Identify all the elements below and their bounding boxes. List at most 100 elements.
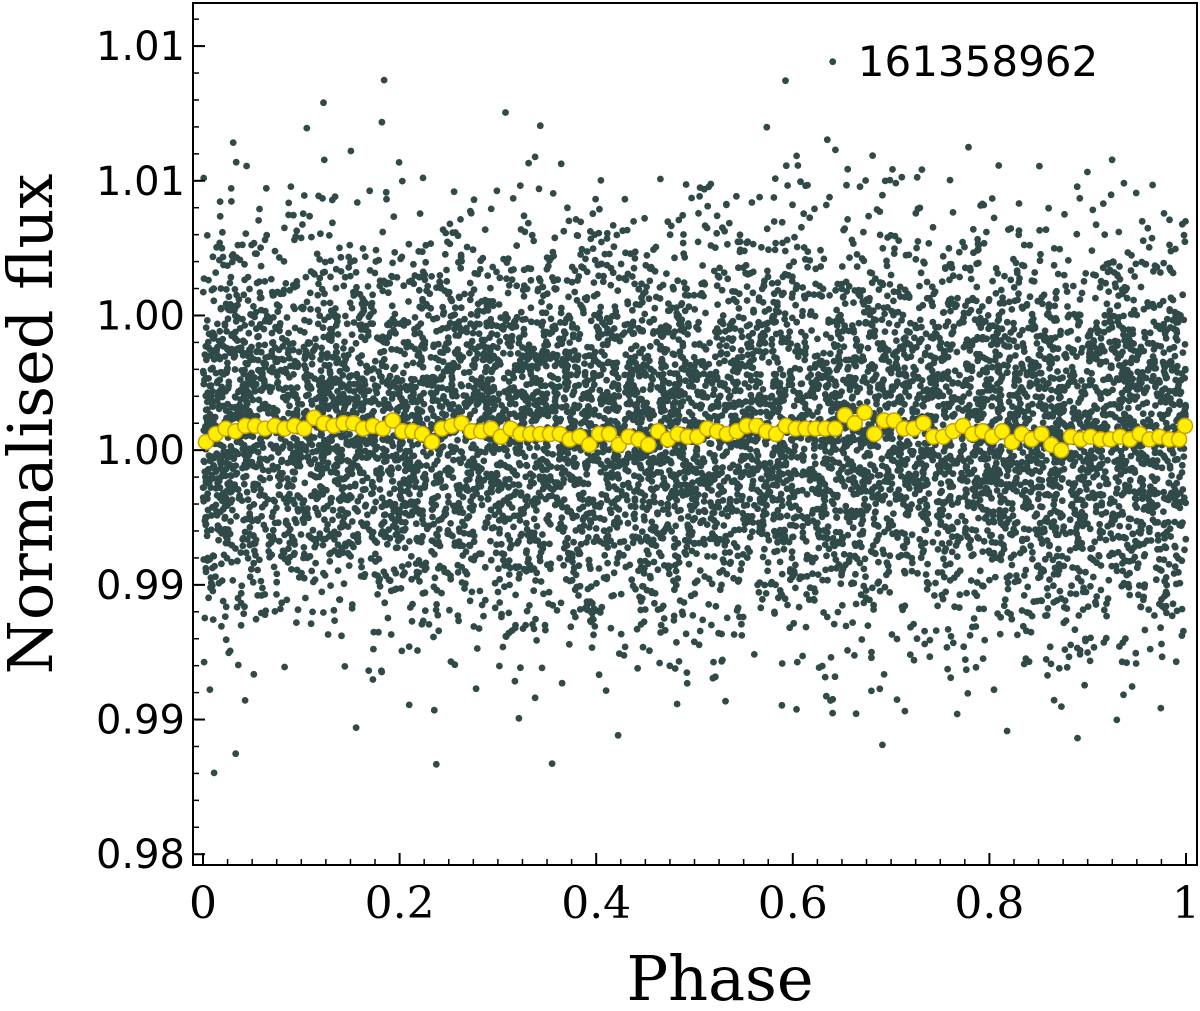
raw-data-point [293,619,300,626]
raw-data-point [510,266,517,273]
raw-data-point [570,538,577,546]
raw-data-point [952,303,959,311]
raw-data-point [1069,282,1077,290]
raw-data-point [241,260,248,268]
raw-data-point [1160,488,1168,496]
raw-data-point [299,210,307,218]
raw-data-point [470,196,478,204]
raw-data-point [985,325,992,333]
raw-data-point [444,527,452,534]
raw-data-point [290,476,298,483]
raw-data-point [722,697,729,705]
raw-data-point [565,640,573,648]
raw-data-point [533,637,540,644]
raw-data-point [1001,272,1008,280]
raw-data-point [770,194,778,201]
raw-data-point [239,542,247,550]
raw-data-point [784,601,791,609]
raw-data-point [1074,734,1081,742]
raw-data-point [352,269,360,276]
raw-data-point [765,246,772,254]
raw-data-point [1139,410,1147,418]
raw-data-point [376,475,383,483]
raw-data-point [691,306,699,313]
raw-data-point [718,286,726,294]
raw-data-point [427,353,435,361]
raw-data-point [1105,576,1113,584]
raw-data-point [670,612,678,620]
raw-data-point [366,187,374,195]
raw-data-point [641,516,648,524]
raw-data-point [951,367,959,375]
raw-data-point [721,549,729,556]
raw-data-point [853,263,861,270]
raw-data-point [388,477,396,485]
raw-data-point [495,565,502,573]
raw-data-point [520,212,528,220]
raw-data-point [634,664,641,672]
raw-data-point [293,227,301,235]
raw-data-point [908,531,916,539]
raw-data-point [1105,288,1113,295]
raw-data-point [345,264,353,271]
raw-data-point [680,279,688,286]
raw-data-point [450,456,457,464]
raw-data-point [509,195,517,202]
raw-data-point [691,514,699,522]
raw-data-point [457,216,464,223]
raw-data-point [489,415,496,422]
raw-data-point [771,444,779,452]
raw-data-point [763,225,771,233]
raw-data-point [923,481,931,488]
raw-data-point [1025,526,1033,534]
raw-data-point [616,538,624,546]
raw-data-point [712,602,720,610]
raw-data-point [632,524,639,531]
raw-data-point [910,656,918,664]
raw-data-point [372,246,380,254]
raw-data-point [297,531,305,538]
raw-data-point [255,332,262,340]
raw-data-point [383,501,390,509]
raw-data-point [666,231,674,239]
raw-data-point [1068,582,1075,590]
raw-data-point [1176,473,1183,481]
raw-data-point [262,525,269,533]
raw-data-point [512,591,519,599]
raw-data-point [901,461,909,468]
raw-data-point [567,623,575,631]
raw-data-point [1100,376,1107,384]
raw-data-point [875,558,882,566]
raw-data-point [844,647,851,654]
raw-data-point [1008,561,1016,569]
raw-data-point [745,384,753,391]
raw-data-point [1003,727,1011,735]
raw-data-point [391,249,399,256]
raw-data-point [1038,393,1046,401]
raw-data-point [527,318,535,326]
raw-data-point [800,244,808,251]
raw-data-point [1181,341,1189,348]
raw-data-point [798,223,805,231]
raw-data-point [607,264,615,272]
raw-data-point [1084,649,1091,656]
raw-data-point [723,614,731,622]
raw-data-point [278,456,286,464]
raw-data-point [886,500,893,507]
raw-data-point [781,315,788,323]
raw-data-point [533,443,541,451]
raw-data-point [439,226,447,234]
raw-data-point [237,376,244,383]
raw-data-point [386,534,394,542]
raw-data-point [446,465,453,473]
raw-data-point [1112,489,1120,497]
raw-data-point [879,741,886,749]
raw-data-point [949,639,957,647]
raw-data-point [334,448,342,456]
raw-data-point [696,567,704,574]
raw-data-point [875,531,883,539]
raw-data-point [200,556,208,563]
raw-data-point [300,544,308,551]
raw-data-point [390,326,397,334]
raw-data-point [917,269,925,277]
